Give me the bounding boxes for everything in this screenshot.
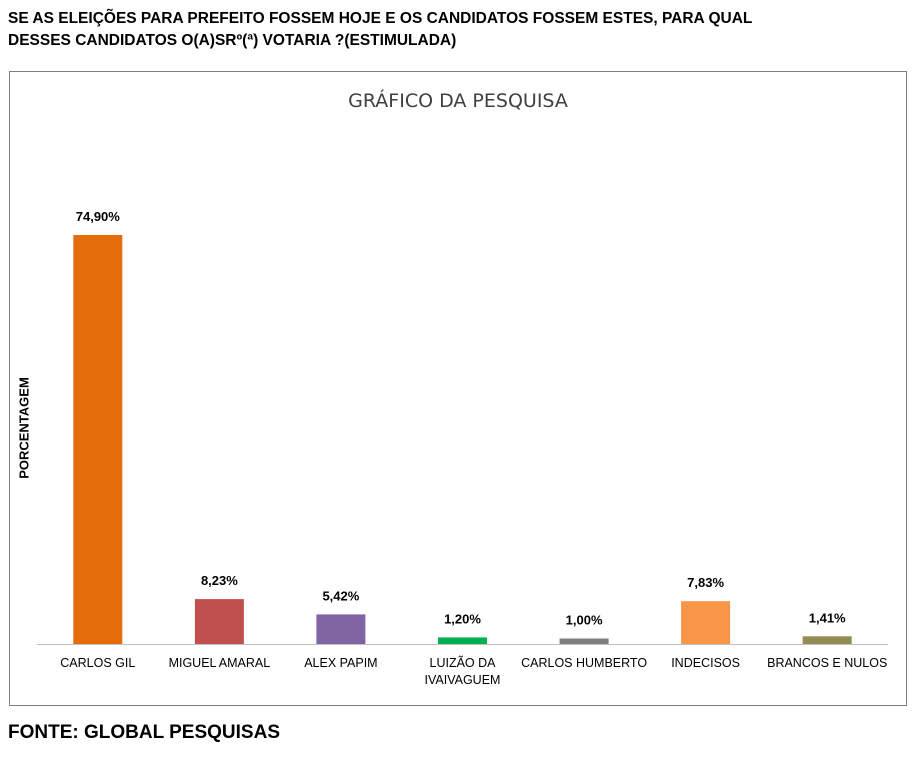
survey-question: SE AS ELEIÇÕES PARA PREFEITO FOSSEM HOJE… [8, 10, 753, 49]
source-caption: FONTE: GLOBAL PESQUISAS [8, 722, 281, 743]
category-label-1: MIGUEL AMARAL [169, 656, 271, 670]
value-label-0: 74,90% [76, 209, 121, 224]
category-label-5: INDECISOS [671, 656, 740, 670]
bar-5 [681, 601, 731, 644]
bar-1 [194, 599, 244, 644]
category-label-2: ALEX PAPIM [304, 656, 377, 670]
category-label-3-line-1: IVAIVAGUEM [425, 673, 501, 687]
chart-title: GRÁFICO DA PESQUISA [348, 90, 568, 112]
value-label-4: 1,00% [566, 613, 603, 628]
value-label-6: 1,41% [809, 610, 846, 625]
value-label-5: 7,83% [687, 575, 724, 590]
bar-4 [559, 638, 609, 644]
bar-2 [316, 614, 366, 644]
bar-0 [73, 235, 123, 644]
category-label-3-line-0: LUIZÃO DA [430, 656, 497, 670]
chart-frame [9, 71, 907, 706]
value-label-1: 8,23% [201, 573, 238, 588]
bar-6 [802, 636, 852, 644]
category-label-6: BRANCOS E NULOS [767, 656, 887, 670]
value-label-3: 1,20% [444, 611, 481, 626]
value-label-2: 5,42% [322, 588, 359, 603]
category-label-4: CARLOS HUMBERTO [521, 656, 647, 670]
bar-3 [438, 637, 487, 644]
category-label-0: CARLOS GIL [60, 656, 135, 670]
